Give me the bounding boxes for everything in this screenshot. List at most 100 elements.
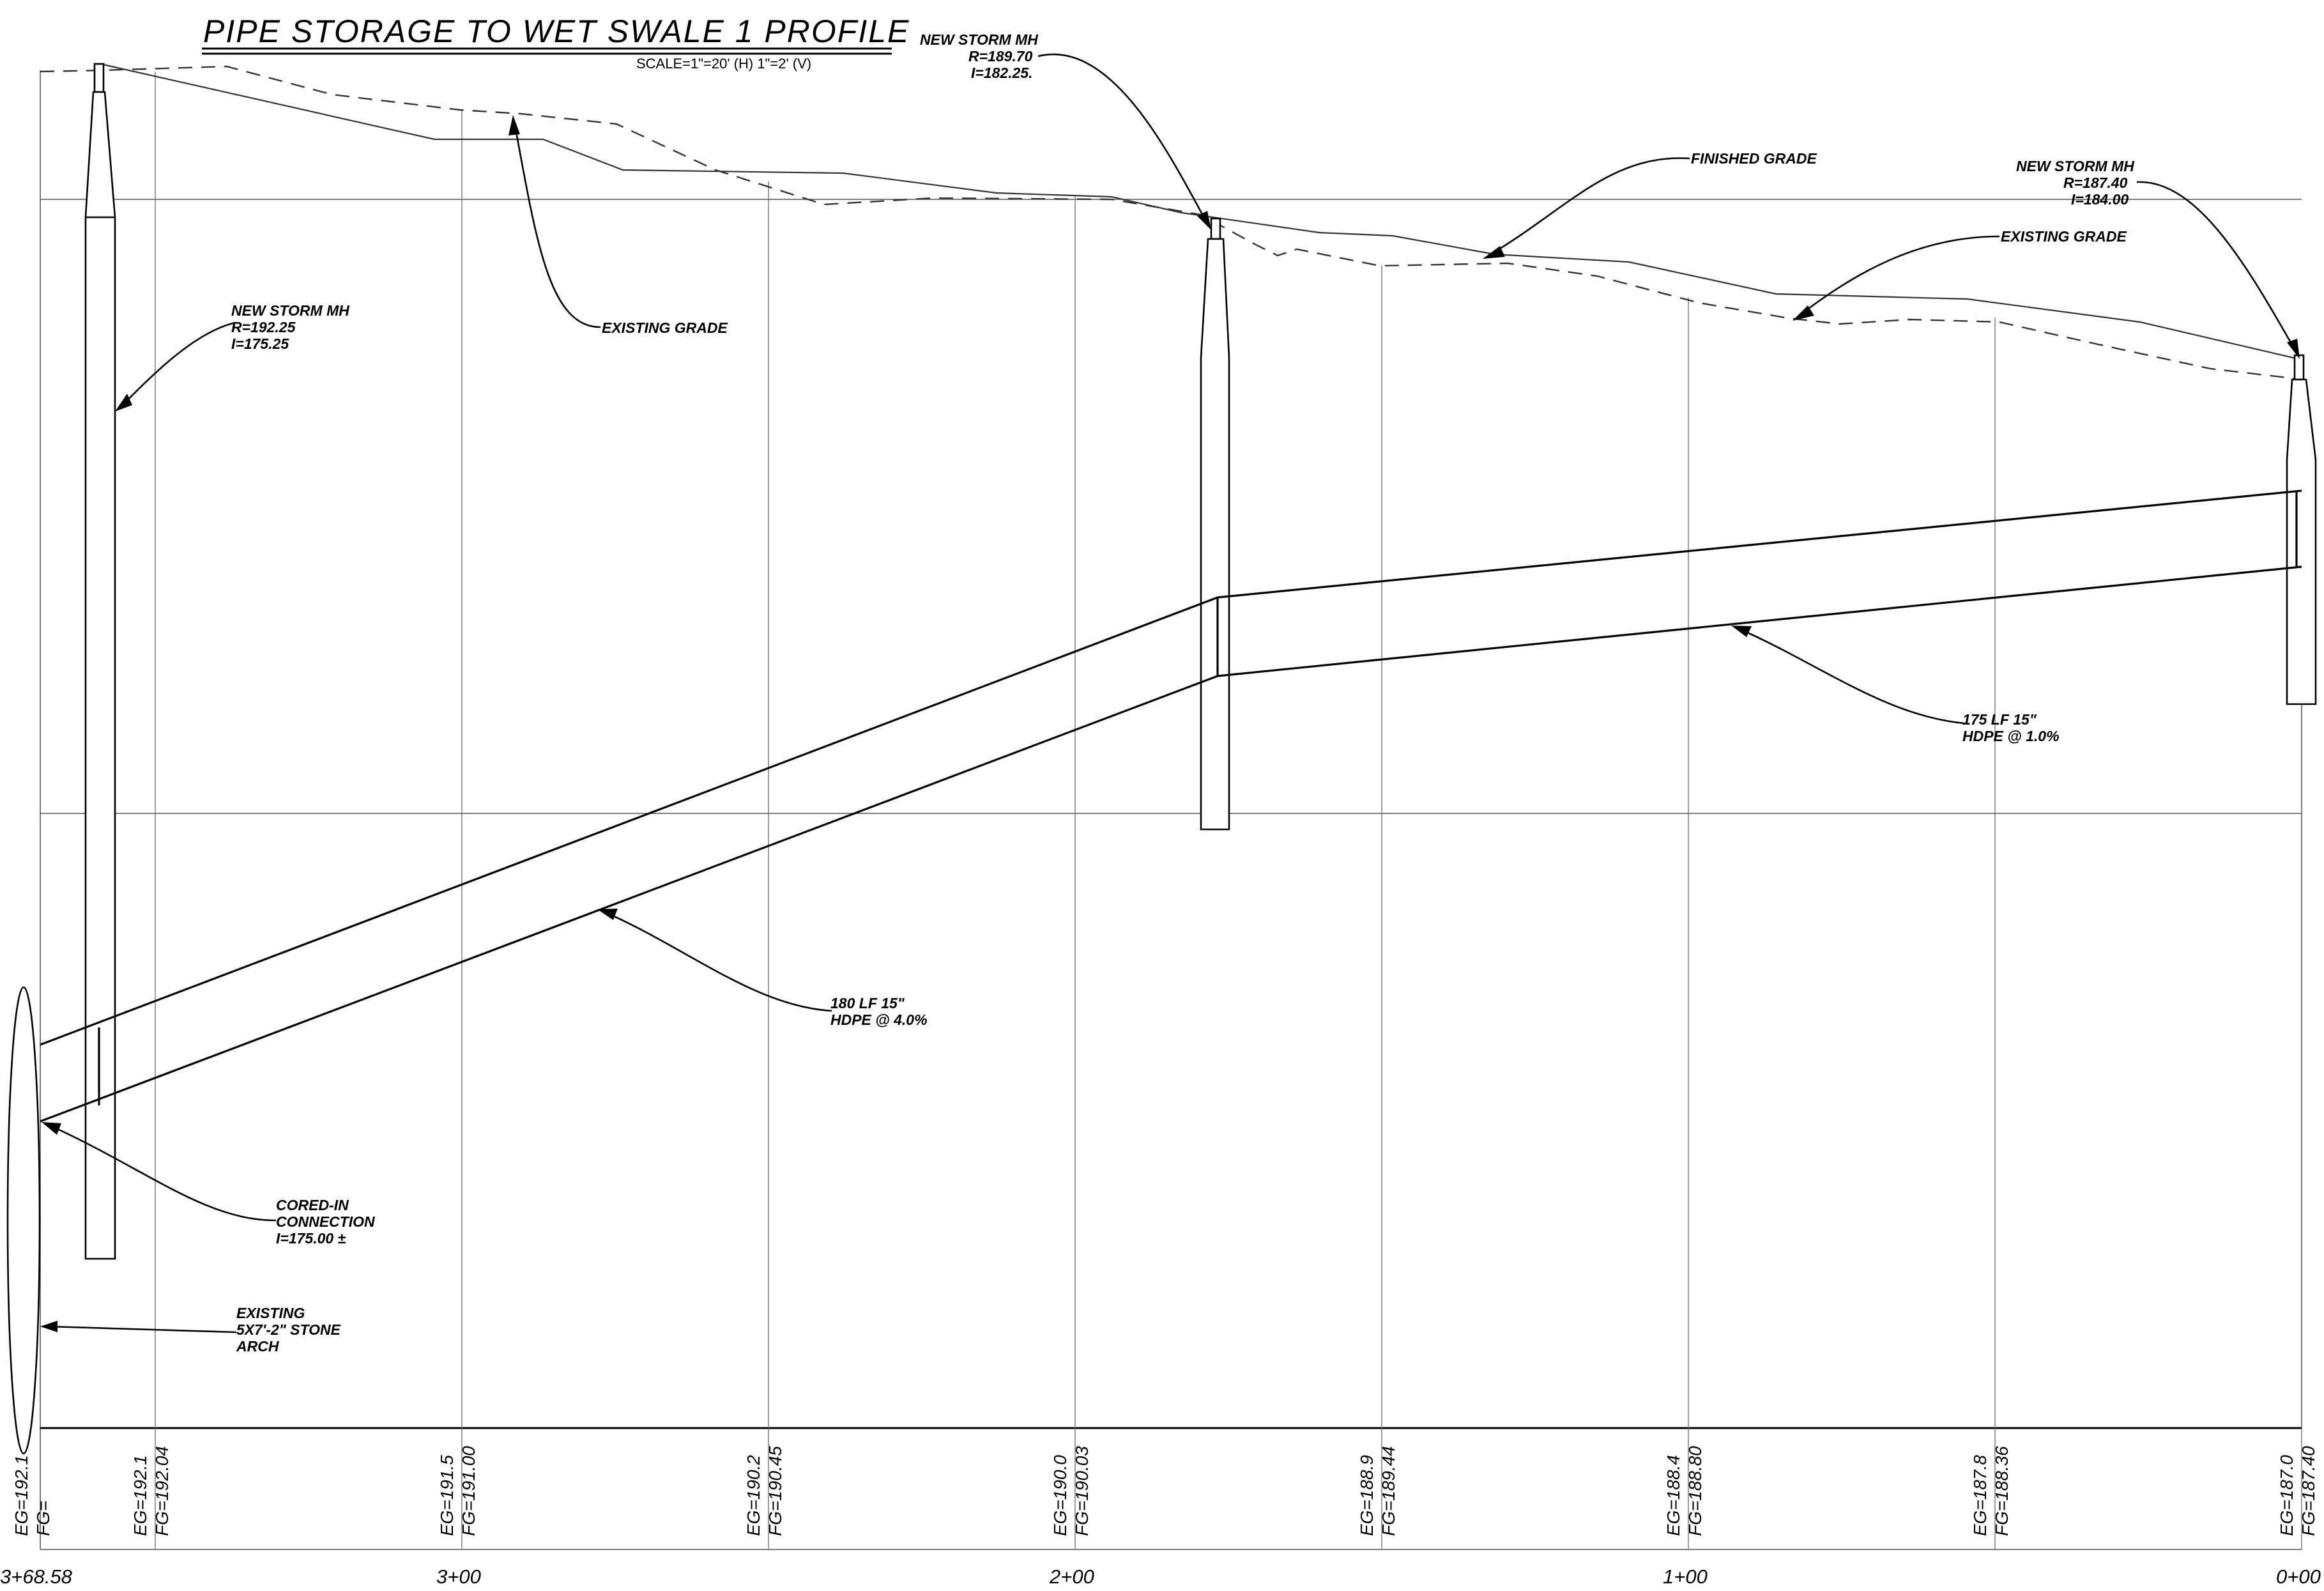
- callout-arch: EXISTING 5X7'-2" STONE ARCH: [236, 1305, 341, 1355]
- callout-line: HDPE @ 4.0%: [830, 1011, 928, 1028]
- callout-line: ARCH: [236, 1338, 279, 1355]
- callout-finished-grade: FINISHED GRADE: [1691, 150, 1817, 167]
- elevation-pair: EG=187.8 FG=188.36: [1970, 1446, 2012, 1536]
- callout-line: HDPE @ 1.0%: [1962, 728, 2060, 744]
- fg-label: FG=188.80: [1685, 1446, 1705, 1536]
- leader-existing-grade-left: [513, 121, 601, 328]
- fg-label: FG=190.45: [765, 1446, 785, 1536]
- manhole-left: [84, 63, 116, 1260]
- callout-line: I=184.00: [2071, 191, 2129, 208]
- stone-arch-ellipse: [6, 986, 41, 1455]
- arrow-finished-grade: [1483, 246, 1505, 259]
- station-label: 2+00: [1049, 1565, 1094, 1588]
- elevation-pair: EG=190.2 FG=190.45: [744, 1446, 785, 1536]
- arrow-mh-mid: [1197, 211, 1211, 230]
- elevation-pair: EG=192.1 FG=: [11, 1455, 53, 1536]
- elevation-pair: EG=187.0 FG=187.40: [2277, 1446, 2318, 1536]
- elevation-pair: EG=188.4 FG=188.80: [1663, 1446, 1705, 1536]
- eg-label: EG=190.2: [744, 1455, 763, 1536]
- elevation-pair: EG=191.5 FG=191.00: [437, 1446, 478, 1536]
- callout-line: CORED-IN: [276, 1197, 349, 1213]
- eg-label: EG=187.0: [2277, 1455, 2297, 1536]
- manhole-mid-cone: [1200, 238, 1230, 831]
- eg-label: EG=191.5: [437, 1455, 457, 1536]
- callout-line: 175 LF 15": [1962, 711, 2037, 728]
- manhole-right-cap: [2293, 354, 2305, 381]
- scale-note: SCALE=1"=20' (H) 1"=2' (V): [636, 56, 811, 72]
- callout-line: R=192.25: [231, 319, 296, 335]
- pipe-profiles: [40, 489, 2302, 1123]
- elevation-pair: EG=192.1 FG=192.04: [130, 1446, 172, 1536]
- station-label: 3+68.58: [0, 1565, 73, 1588]
- leader-mh-right: [2136, 181, 2298, 353]
- callout-pipe-left: 180 LF 15" HDPE @ 4.0%: [830, 995, 928, 1028]
- existing-grade-line: [40, 65, 2302, 381]
- station-labels: 3+68.58 3+00 2+00 1+00 0+00: [0, 1565, 2321, 1588]
- manhole-mid-cap: [1210, 217, 1221, 240]
- callout-line: NEW STORM MH: [2016, 158, 2134, 174]
- callout-line: R=187.40: [2063, 174, 2128, 191]
- callout-line: 5X7'-2" STONE: [236, 1321, 341, 1338]
- manhole-right-cone: [2286, 378, 2317, 705]
- pipe-4pct-crown: [40, 596, 1218, 1046]
- fg-label: FG=191.00: [459, 1446, 478, 1536]
- elevation-pair: EG=190.0 FG=190.03: [1050, 1446, 1092, 1536]
- leader-pipe-1pct: [1737, 627, 1965, 725]
- callout-pipe-right: 175 LF 15" HDPE @ 1.0%: [1962, 711, 2060, 744]
- profile-grid: [40, 70, 2302, 1550]
- manhole-mid: [1200, 217, 1230, 831]
- arrow-mh-left: [115, 394, 132, 411]
- callout-existing-grade-right: EXISTING GRADE: [2001, 228, 2127, 245]
- eg-label: EG=188.4: [1663, 1455, 1683, 1536]
- callout-mh-mid: NEW STORM MH R=189.70 I=182.25.: [920, 31, 1038, 81]
- leader-mh-mid: [1037, 54, 1209, 224]
- callout-line: EXISTING: [236, 1305, 305, 1321]
- arrow-existing-grade-right: [1793, 305, 1814, 321]
- manhole-right: [2286, 354, 2317, 705]
- callout-line: NEW STORM MH: [231, 302, 349, 319]
- pipe-1pct-crown: [1217, 489, 2302, 599]
- eg-label: EG=188.9: [1357, 1455, 1377, 1536]
- manhole-left-cone: [84, 91, 116, 1260]
- arrow-existing-grade-left: [508, 115, 520, 135]
- fg-label: FG=189.44: [1379, 1446, 1398, 1536]
- callout-line: 180 LF 15": [830, 995, 905, 1011]
- eg-label: EG=192.1: [11, 1455, 31, 1536]
- arrow-mh-right: [2287, 339, 2300, 359]
- fg-label: FG=190.03: [1072, 1446, 1092, 1536]
- arrow-pipe-1pct: [1731, 626, 1752, 637]
- fg-label: FG=187.40: [2298, 1446, 2318, 1536]
- station-label: 0+00: [2276, 1565, 2321, 1588]
- callout-mh-right: NEW STORM MH R=187.40 I=184.00: [2016, 158, 2134, 208]
- callout-line: I=182.25.: [971, 65, 1033, 81]
- station-label: 1+00: [1663, 1565, 1708, 1588]
- arrow-cored-in: [42, 1122, 61, 1135]
- leader-finished-grade: [1488, 157, 1690, 257]
- leader-existing-grade-right: [1798, 235, 2000, 318]
- elevation-labels: EG=192.1 FG= EG=192.1 FG=192.04 EG=191.5…: [11, 1446, 2318, 1536]
- leader-mh-left: [119, 321, 236, 408]
- callout-line: I=175.00 ±: [276, 1230, 346, 1247]
- fg-label: FG=192.04: [152, 1446, 172, 1536]
- fg-label: FG=: [33, 1501, 53, 1536]
- manhole-left-cap: [93, 63, 105, 93]
- leader-pipe-4pct: [603, 911, 832, 1012]
- pipe-1pct-invert: [1217, 565, 2302, 677]
- eg-label: EG=187.8: [1970, 1455, 1990, 1536]
- station-label: 3+00: [436, 1565, 481, 1588]
- arrow-arch: [40, 1321, 57, 1332]
- callout-leaders: [40, 54, 2300, 1334]
- callout-cored-in: CORED-IN CONNECTION I=175.00 ±: [276, 1197, 375, 1247]
- eg-label: EG=190.0: [1050, 1455, 1070, 1536]
- arrow-pipe-4pct: [597, 909, 618, 920]
- elevation-pair: EG=188.9 FG=189.44: [1357, 1446, 1398, 1536]
- finished-grade-line: [100, 63, 2302, 361]
- callout-line: NEW STORM MH: [920, 31, 1038, 48]
- callout-existing-grade-left: EXISTING GRADE: [602, 319, 728, 336]
- callout-line: CONNECTION: [276, 1213, 375, 1230]
- leader-arch: [47, 1325, 237, 1334]
- pipe-4pct-invert: [40, 675, 1218, 1123]
- fg-label: FG=188.36: [1992, 1446, 2012, 1536]
- callout-line: I=175.25: [231, 335, 289, 352]
